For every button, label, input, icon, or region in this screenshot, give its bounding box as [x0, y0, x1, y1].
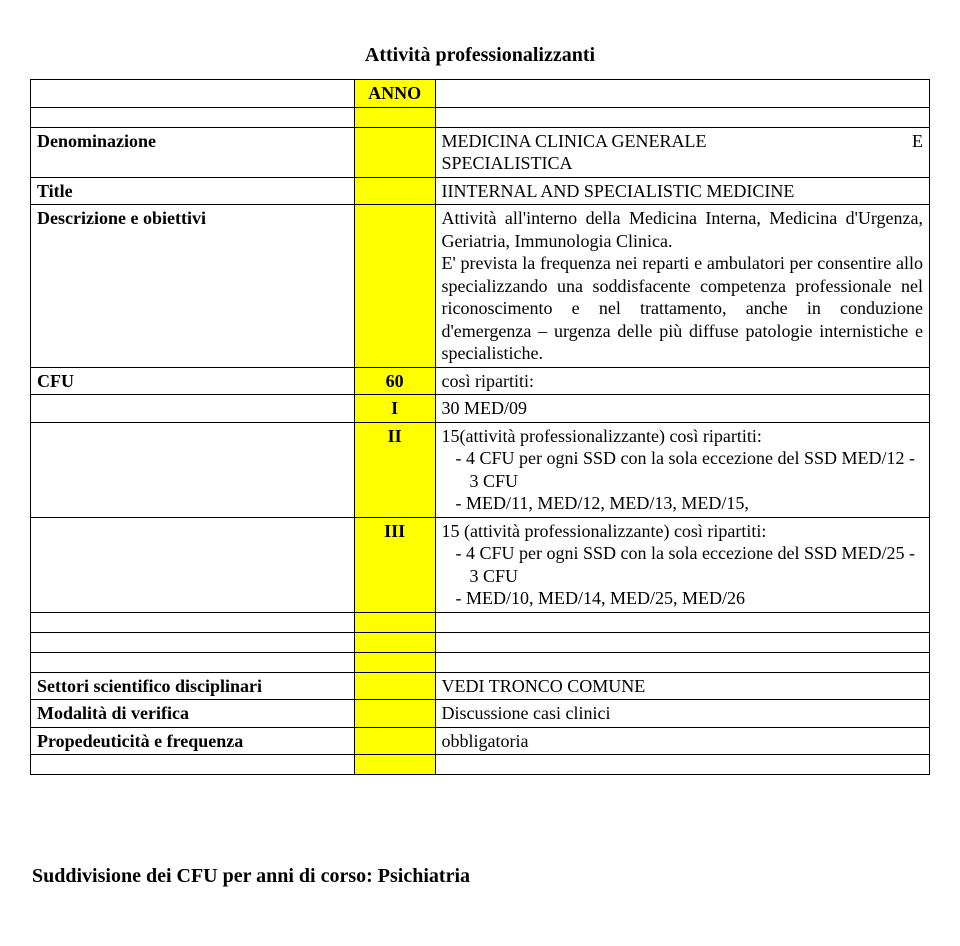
year-3-list: 4 CFU per ogni SSD con la sola eccezione…: [442, 542, 923, 610]
year-3-content: 15 (attività professionalizzante) così r…: [435, 517, 929, 612]
table-row: [31, 612, 930, 632]
cell-empty: [354, 612, 435, 632]
year-2-list: 4 CFU per ogni SSD con la sola eccezione…: [442, 447, 923, 515]
title-content: IINTERNAL AND SPECIALISTIC MEDICINE: [435, 177, 929, 205]
table-row: [31, 107, 930, 127]
table-row: Settori scientifico disciplinari VEDI TR…: [31, 672, 930, 700]
cell-empty: [354, 177, 435, 205]
table-row: III 15 (attività professionalizzante) co…: [31, 517, 930, 612]
title-label: Title: [31, 177, 355, 205]
year-1-cell: I: [354, 395, 435, 423]
year-2-cell: II: [354, 422, 435, 517]
list-item: MED/10, MED/14, MED/25, MED/26: [470, 587, 923, 610]
text: MEDICINA CLINICA GENERALE: [442, 130, 707, 153]
cell-empty: [31, 107, 355, 127]
cell-empty: [31, 632, 355, 652]
cell-empty: [31, 652, 355, 672]
cell-empty: [354, 652, 435, 672]
cfu-label: CFU: [31, 367, 355, 395]
cell-empty: [354, 632, 435, 652]
cell-empty: [435, 80, 929, 108]
cell-empty: [31, 422, 355, 517]
text: 15 (attività professionalizzante) così r…: [442, 520, 923, 543]
cell-empty: [354, 700, 435, 728]
cell-empty: [354, 755, 435, 775]
cell-empty: [31, 612, 355, 632]
text: 15(attività professionalizzante) così ri…: [442, 425, 923, 448]
denominazione-content: MEDICINA CLINICA GENERALE E SPECIALISTIC…: [435, 127, 929, 177]
table-row: ANNO: [31, 80, 930, 108]
course-table: ANNO Denominazione MEDICINA CLINICA GENE…: [30, 79, 930, 775]
table-row: Denominazione MEDICINA CLINICA GENERALE …: [31, 127, 930, 177]
list-item: MED/11, MED/12, MED/13, MED/15,: [470, 492, 923, 515]
propedeuticita-content: obbligatoria: [435, 727, 929, 755]
modalita-content: Discussione casi clinici: [435, 700, 929, 728]
cell-empty: [31, 755, 355, 775]
propedeuticita-label: Propedeuticità e frequenza: [31, 727, 355, 755]
denominazione-label: Denominazione: [31, 127, 355, 177]
table-row: [31, 652, 930, 672]
table-row: CFU 60 così ripartiti:: [31, 367, 930, 395]
cell-empty: [354, 107, 435, 127]
cell-empty: [435, 107, 929, 127]
year-1-content: 30 MED/09: [435, 395, 929, 423]
cell-empty: [31, 517, 355, 612]
cfu-value: 60: [354, 367, 435, 395]
cell-empty: [354, 727, 435, 755]
cell-empty: [435, 632, 929, 652]
list-item: 4 CFU per ogni SSD con la sola eccezione…: [470, 447, 923, 492]
table-row: II 15(attività professionalizzante) così…: [31, 422, 930, 517]
table-row: I 30 MED/09: [31, 395, 930, 423]
table-row: Modalità di verifica Discussione casi cl…: [31, 700, 930, 728]
table-row: Title IINTERNAL AND SPECIALISTIC MEDICIN…: [31, 177, 930, 205]
cell-empty: [435, 612, 929, 632]
cell-empty: [31, 80, 355, 108]
table-row: [31, 755, 930, 775]
settori-label: Settori scientifico disciplinari: [31, 672, 355, 700]
cell-empty: [354, 127, 435, 177]
footer-heading: Suddivisione dei CFU per anni di corso: …: [32, 865, 930, 888]
text: SPECIALISTICA: [442, 152, 923, 175]
anno-cell: ANNO: [354, 80, 435, 108]
cell-empty: [354, 672, 435, 700]
cell-empty: [31, 395, 355, 423]
cell-empty: [435, 652, 929, 672]
cell-empty: [435, 755, 929, 775]
descrizione-content: Attività all'interno della Medicina Inte…: [435, 205, 929, 368]
list-item: 4 CFU per ogni SSD con la sola eccezione…: [470, 542, 923, 587]
settori-content: VEDI TRONCO COMUNE: [435, 672, 929, 700]
table-row: Propedeuticità e frequenza obbligatoria: [31, 727, 930, 755]
cfu-content: così ripartiti:: [435, 367, 929, 395]
cell-empty: [354, 205, 435, 368]
table-row: [31, 632, 930, 652]
descrizione-label: Descrizione e obiettivi: [31, 205, 355, 368]
table-row: Descrizione e obiettivi Attività all'int…: [31, 205, 930, 368]
page-title: Attività professionalizzanti: [30, 30, 930, 79]
modalita-label: Modalità di verifica: [31, 700, 355, 728]
text: E: [912, 130, 923, 153]
year-3-cell: III: [354, 517, 435, 612]
year-2-content: 15(attività professionalizzante) così ri…: [435, 422, 929, 517]
